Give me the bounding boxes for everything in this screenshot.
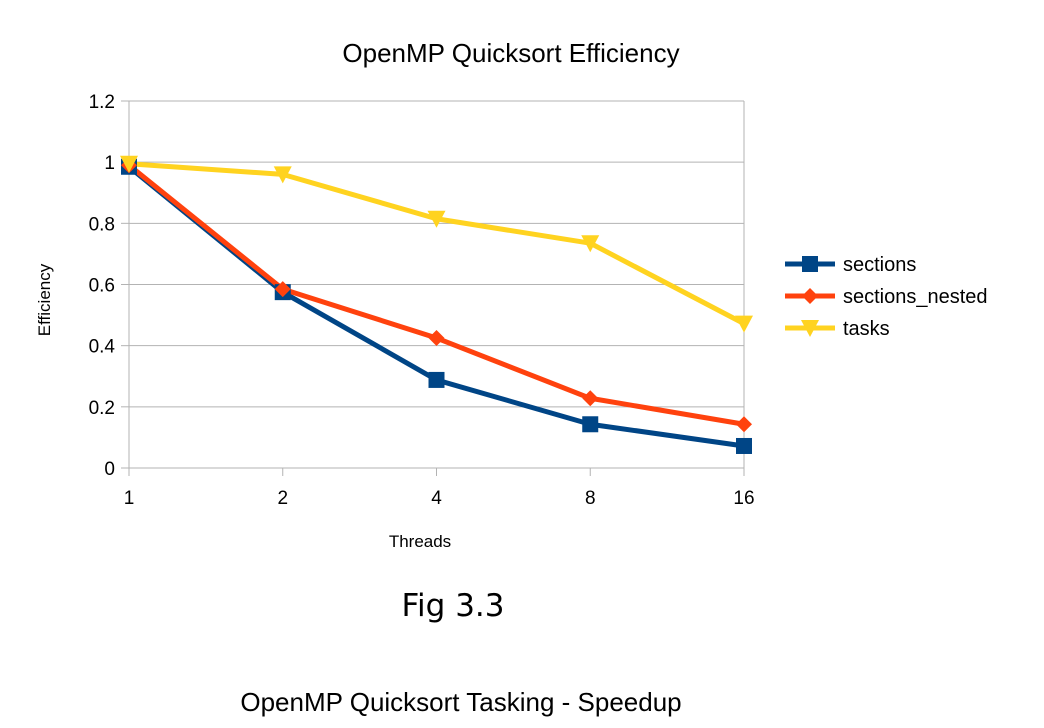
y-tick-label: 0 [104,459,115,480]
series-lines [127,161,746,449]
legend-marker-sections [802,256,818,272]
legend-label: sections_nested [843,286,988,308]
data-point-sections_nested [428,330,445,347]
data-point-sections [428,371,445,388]
x-tick-label: 8 [585,488,596,509]
x-tick-label: 16 [733,488,754,509]
y-tick-label: 0.8 [89,214,115,235]
y-tick-label: 0.4 [89,337,116,358]
data-point-sections_nested [582,390,599,407]
x-tick-label: 4 [431,488,442,509]
x-tick-label: 2 [277,488,288,509]
data-point-tasks [120,155,138,173]
legend-marker-tasks [801,320,819,337]
next-chart-title: OpenMP Quicksort Tasking - Speedup [240,687,681,717]
x-tick-label: 1 [124,488,135,509]
data-point-sections [736,437,752,454]
series-markers [120,155,753,454]
x-axis-ticks: 1 2 4 8 16 [124,468,755,509]
data-point-tasks [427,210,446,228]
y-tick-label: 1.2 [89,92,115,113]
grid-lines [129,100,744,469]
data-point-sections [582,416,599,433]
y-axis-ticks: 0 0.2 0.4 0.6 0.8 1 1.2 [89,92,129,480]
figure-caption: Fig 3.3 [401,588,504,624]
legend-label: sections [843,254,916,276]
data-point-tasks [273,166,292,184]
chart-title: OpenMP Quicksort Efficiency [342,38,679,68]
legend-marker-sections_nested [802,288,818,304]
legend-label: tasks [843,318,890,340]
data-point-tasks [581,235,600,253]
x-axis-label: Threads [389,532,451,551]
data-point-tasks [735,315,753,333]
data-point-sections_nested [736,416,752,433]
y-axis-label: Efficiency [35,263,54,336]
data-point-sections_nested [274,281,291,298]
y-tick-label: 0.2 [89,398,115,419]
series-line-sections [127,164,745,449]
y-tick-label: 0.6 [89,276,115,297]
y-tick-label: 1 [104,153,115,174]
